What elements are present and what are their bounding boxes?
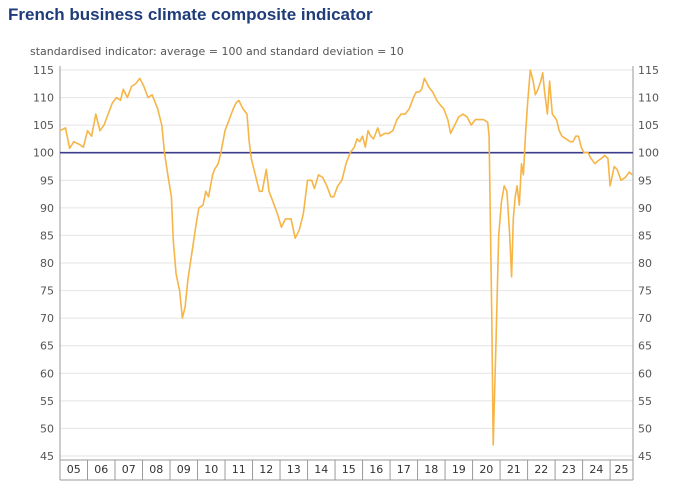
x-tick-label: 23 bbox=[562, 463, 576, 476]
x-tick-label: 07 bbox=[122, 463, 136, 476]
y-tick-label-left: 45 bbox=[40, 450, 54, 463]
x-tick-label: 17 bbox=[397, 463, 411, 476]
series-group bbox=[59, 69, 633, 446]
y-tick-label-right: 50 bbox=[638, 422, 652, 435]
y-axis-right: 45 50 55 60 65 70 75 80 85 90 95 100 105 110 115 bbox=[638, 64, 659, 463]
y-tick-label-left: 100 bbox=[33, 147, 54, 160]
x-tick-label: 11 bbox=[232, 463, 246, 476]
x-tick-label: 15 bbox=[342, 463, 356, 476]
x-tick-label: 09 bbox=[177, 463, 191, 476]
y-tick-label-right: 80 bbox=[638, 257, 652, 270]
y-tick-label-left: 55 bbox=[40, 395, 54, 408]
x-tick-label: 22 bbox=[534, 463, 548, 476]
y-tick-label-right: 100 bbox=[638, 147, 659, 160]
y-tick-label-right: 110 bbox=[638, 92, 659, 105]
y-tick-label-left: 50 bbox=[40, 422, 54, 435]
y-tick-label-right: 105 bbox=[638, 119, 659, 132]
y-axis-left: 45 50 55 60 65 70 75 80 85 90 95 100 105 110 115 bbox=[33, 64, 54, 463]
grid-lines bbox=[59, 66, 634, 480]
x-tick-label: 14 bbox=[314, 463, 328, 476]
y-tick-label-left: 60 bbox=[40, 367, 54, 380]
y-tick-label-right: 55 bbox=[638, 395, 652, 408]
y-tick-label-right: 60 bbox=[638, 367, 652, 380]
x-tick-label: 10 bbox=[204, 463, 218, 476]
y-tick-label-right: 70 bbox=[638, 312, 652, 325]
y-tick-label-left: 90 bbox=[40, 202, 54, 215]
y-tick-label-left: 95 bbox=[40, 174, 54, 187]
y-tick-label-left: 75 bbox=[40, 285, 54, 298]
y-tick-label-right: 90 bbox=[638, 202, 652, 215]
x-tick-label: 05 bbox=[67, 463, 81, 476]
x-axis: 05 06 07 08 09 10 11 12 13 14 15 16 17 18 19 20 21 22 23 24… bbox=[59, 459, 634, 481]
x-tick-label: 19 bbox=[452, 463, 466, 476]
x-tick-label: 06 bbox=[94, 463, 108, 476]
y-tick-label-right: 75 bbox=[638, 285, 652, 298]
x-tick-label: 25 bbox=[615, 463, 629, 476]
y-tick-label-left: 80 bbox=[40, 257, 54, 270]
y-tick-label-right: 45 bbox=[638, 450, 652, 463]
chart-title: French business climate composite indica… bbox=[8, 5, 373, 24]
y-tick-label-left: 115 bbox=[33, 64, 54, 77]
y-tick-label-right: 95 bbox=[638, 174, 652, 187]
chart-subtitle: standardised indicator: average = 100 an… bbox=[30, 45, 404, 58]
y-tick-label-right: 85 bbox=[638, 229, 652, 242]
y-tick-label-left: 70 bbox=[40, 312, 54, 325]
x-tick-label: 13 bbox=[287, 463, 301, 476]
y-tick-label-left: 105 bbox=[33, 119, 54, 132]
x-tick-label: 18 bbox=[424, 463, 438, 476]
x-tick-label: 21 bbox=[507, 463, 521, 476]
y-tick-label-right: 115 bbox=[638, 64, 659, 77]
y-tick-label-left: 110 bbox=[33, 92, 54, 105]
x-tick-label: 16 bbox=[369, 463, 383, 476]
y-tick-label-left: 85 bbox=[40, 229, 54, 242]
y-tick-label-right: 65 bbox=[638, 340, 652, 353]
x-tick-label: 12 bbox=[259, 463, 273, 476]
y-tick-label-left: 65 bbox=[40, 340, 54, 353]
series-line bbox=[59, 69, 633, 446]
x-tick-label: 08 bbox=[149, 463, 163, 476]
x-tick-label: 20 bbox=[479, 463, 493, 476]
x-tick-label: 24 bbox=[589, 463, 603, 476]
